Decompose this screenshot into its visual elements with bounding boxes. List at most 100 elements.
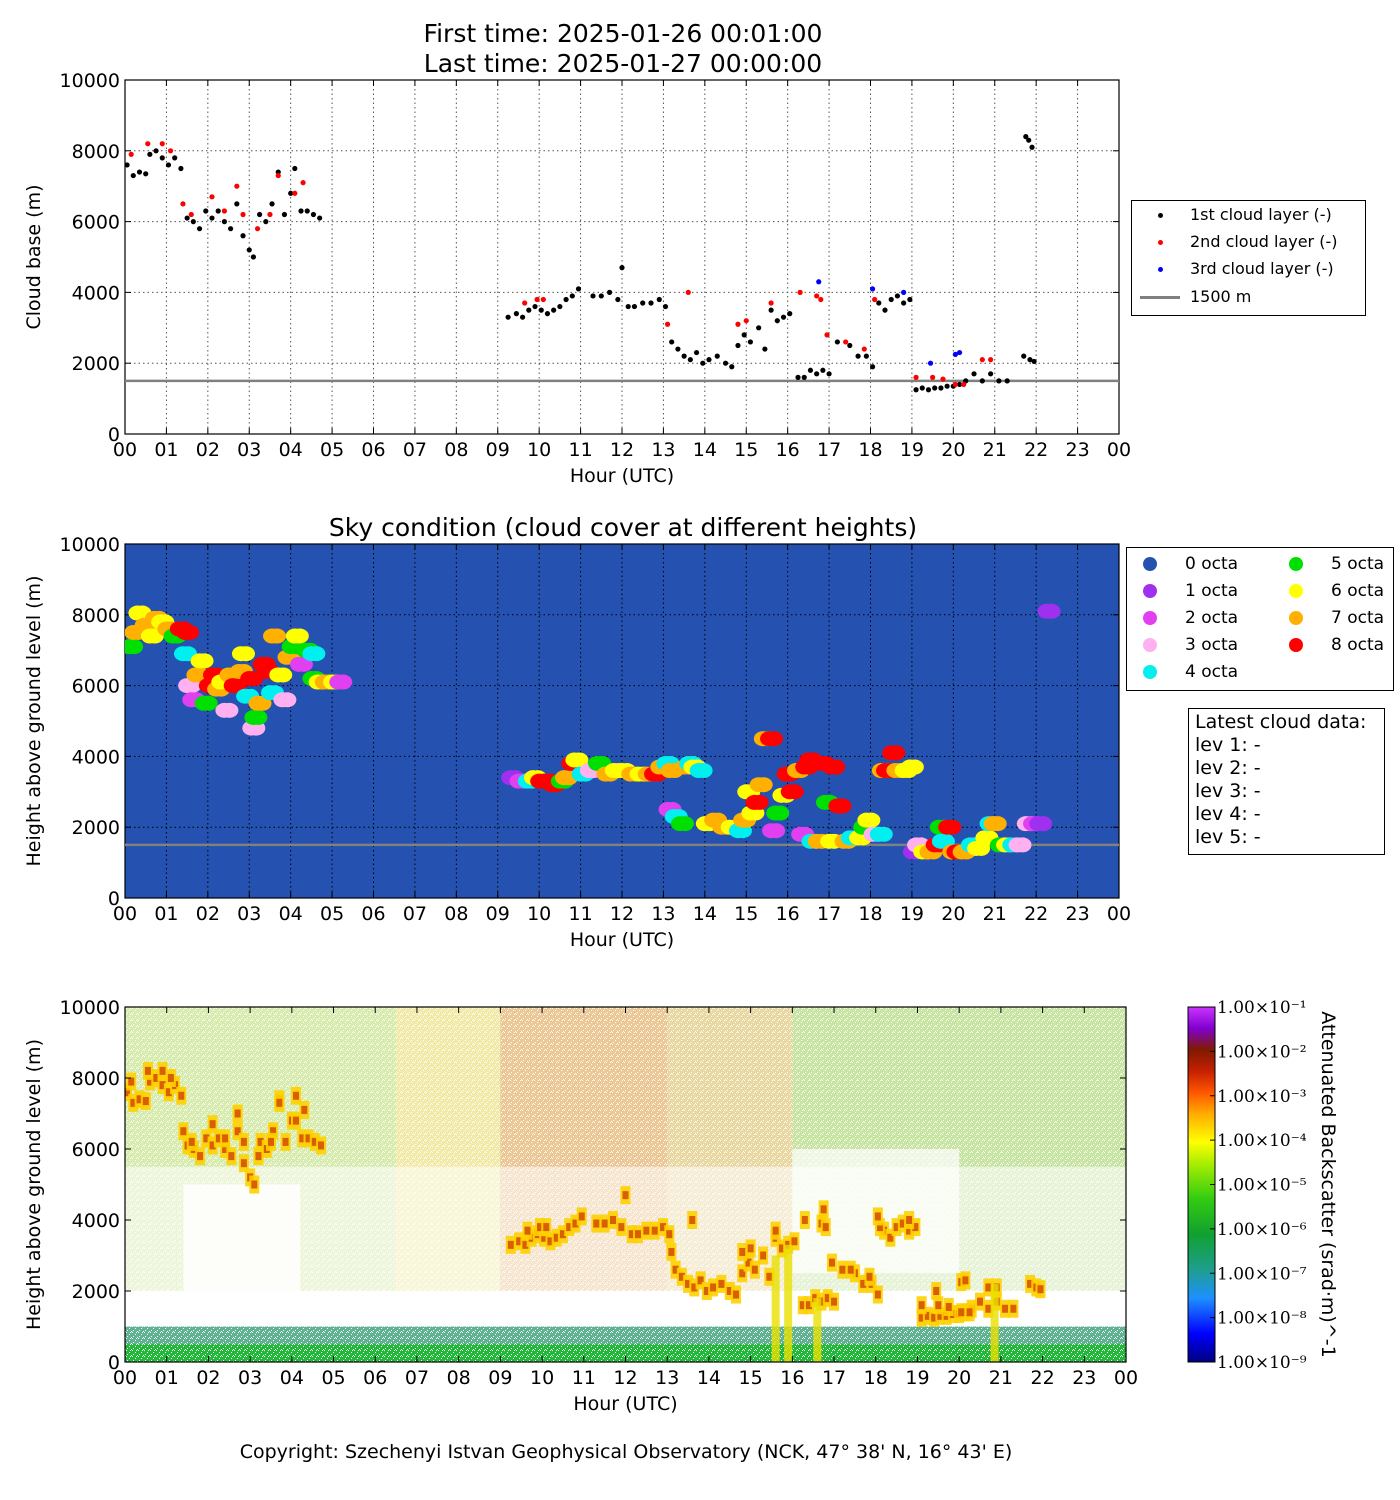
x-tick-label: 15 [734, 439, 758, 461]
octa-legend-marker [1143, 665, 1157, 679]
first-layer-point [656, 296, 662, 303]
cloud-echo-core [643, 1226, 650, 1235]
cloud-echo-core [668, 1247, 675, 1256]
precipitation-streak [813, 1298, 822, 1362]
first-layer-point [153, 148, 159, 154]
first-layer-point [178, 165, 184, 172]
x-tick-label: 21 [989, 1367, 1013, 1389]
cloud-echo-core [893, 1223, 900, 1232]
octa-point [125, 639, 144, 655]
x-tick-label: 22 [1024, 439, 1048, 461]
colorbar-label: Attenuated Backscatter (srad·m)^-1 [1317, 1011, 1339, 1357]
y-tick-label: 2000 [72, 817, 120, 839]
first-layer-point [888, 296, 894, 303]
cloud-echo-core [860, 1279, 867, 1288]
octa-legend-marker [1143, 584, 1157, 598]
cloud-echo-core [739, 1269, 746, 1278]
second-layer-point [145, 141, 151, 147]
x-tick-label: 19 [905, 1367, 929, 1389]
x-tick-label: 07 [403, 903, 427, 925]
legend-marker-reference-line [1140, 296, 1180, 299]
second-layer-point [522, 300, 528, 306]
cloud-echo-core [572, 1219, 579, 1228]
second-layer-point [159, 141, 165, 147]
x-tick-label: 16 [780, 1367, 804, 1389]
x-tick-label: 23 [1072, 1367, 1096, 1389]
first-layer-point [532, 303, 538, 310]
second-layer-point [818, 296, 824, 303]
y-tick-label: 4000 [72, 282, 120, 304]
cloud-base-legend: 1st cloud layer (-) 2nd cloud layer (-) … [1131, 200, 1366, 316]
octa-legend-label: 6 octa [1331, 581, 1385, 601]
first-layer-point [513, 311, 519, 317]
heatmap-area [125, 1007, 1126, 1362]
cloud-echo-core [547, 1237, 554, 1246]
legend-marker-first-layer [1158, 213, 1163, 218]
first-layer-point [209, 215, 215, 221]
first-layer-point [780, 314, 787, 320]
octa-legend-label: 0 octa [1185, 554, 1239, 574]
first-layer-point [814, 371, 820, 377]
cloud-echo-core [1037, 1285, 1044, 1294]
y-tick-label: 8000 [72, 141, 120, 163]
first-layer-point [159, 155, 165, 161]
first-layer-point [714, 353, 720, 359]
y-tick-label: 6000 [72, 676, 120, 698]
cloud-echo-core [1027, 1279, 1034, 1288]
octa-point [249, 709, 268, 725]
cloud-echo-core [209, 1120, 216, 1129]
cloud-echo-core [874, 1212, 881, 1221]
colorbar-tick-label: 1.00×10⁻¹ [1217, 998, 1307, 1018]
cloud-echo-core [144, 1066, 151, 1075]
second-layer-point [768, 300, 774, 306]
cloud-echo-core [751, 1265, 758, 1274]
first-layer-point [250, 254, 256, 260]
cloud-echo-core [130, 1098, 137, 1107]
x-tick-label: 08 [447, 1367, 471, 1389]
colorbar-tick-label: 1.00×10⁻³ [1217, 1087, 1307, 1107]
first-time-label: First time: 2025-01-26 00:01:00 [424, 19, 823, 48]
y-tick-label: 6000 [72, 212, 120, 234]
third-layer-point [816, 279, 822, 285]
cloud-echo-core [153, 1074, 160, 1082]
first-layer-point [172, 155, 178, 161]
x-tick-label: 15 [734, 903, 758, 925]
first-layer-point [863, 353, 869, 359]
first-layer-point [988, 371, 994, 377]
cloud-echo-core [733, 1290, 740, 1299]
first-layer-point [894, 293, 901, 299]
octa-legend-marker [1289, 611, 1303, 625]
cloud-echo-core [1002, 1304, 1009, 1313]
x-tick-label: 10 [527, 903, 551, 925]
second-layer-point [300, 180, 306, 186]
cloud-echo-core [282, 1137, 289, 1146]
backscatter-panel: 00 01 02 03 04 05 06 07 08 09 10 11 12 13 14 15 16 17 18 19… [23, 997, 1339, 1415]
x-tick-label: 00 [113, 903, 137, 925]
x-tick-label: 20 [941, 903, 965, 925]
latest-cloud-lev4: lev 4: - [1195, 803, 1261, 825]
cloud-echo-core [935, 1301, 942, 1310]
cloud-echo-core [820, 1205, 827, 1214]
latest-cloud-lev5: lev 5: - [1195, 826, 1261, 848]
first-layer-point [944, 383, 950, 389]
y-tick-label: 0 [108, 1352, 120, 1374]
cloud-echo-core [159, 1066, 166, 1075]
first-layer-point [979, 378, 985, 384]
second-layer-point [913, 374, 919, 380]
x-tick-label: 04 [279, 903, 303, 925]
cloud-echo-core [228, 1152, 235, 1161]
cloud-echo-core [778, 1244, 785, 1253]
first-layer-point [269, 201, 275, 207]
first-layer-point [847, 342, 853, 349]
first-layer-point [913, 387, 919, 393]
precipitation-streak [990, 1283, 999, 1362]
x-tick-label: 01 [154, 903, 178, 925]
cloud-echo-core [167, 1074, 174, 1082]
cloud-echo-core [257, 1137, 264, 1146]
x-tick-label: 22 [1024, 903, 1048, 925]
octa-legend-marker [1143, 611, 1157, 625]
cloud-echo-core [874, 1290, 881, 1299]
x-tick-label: 18 [858, 439, 882, 461]
legend-label-third-layer: 3rd cloud layer (-) [1190, 259, 1334, 278]
latest-cloud-title: Latest cloud data: [1195, 711, 1367, 733]
